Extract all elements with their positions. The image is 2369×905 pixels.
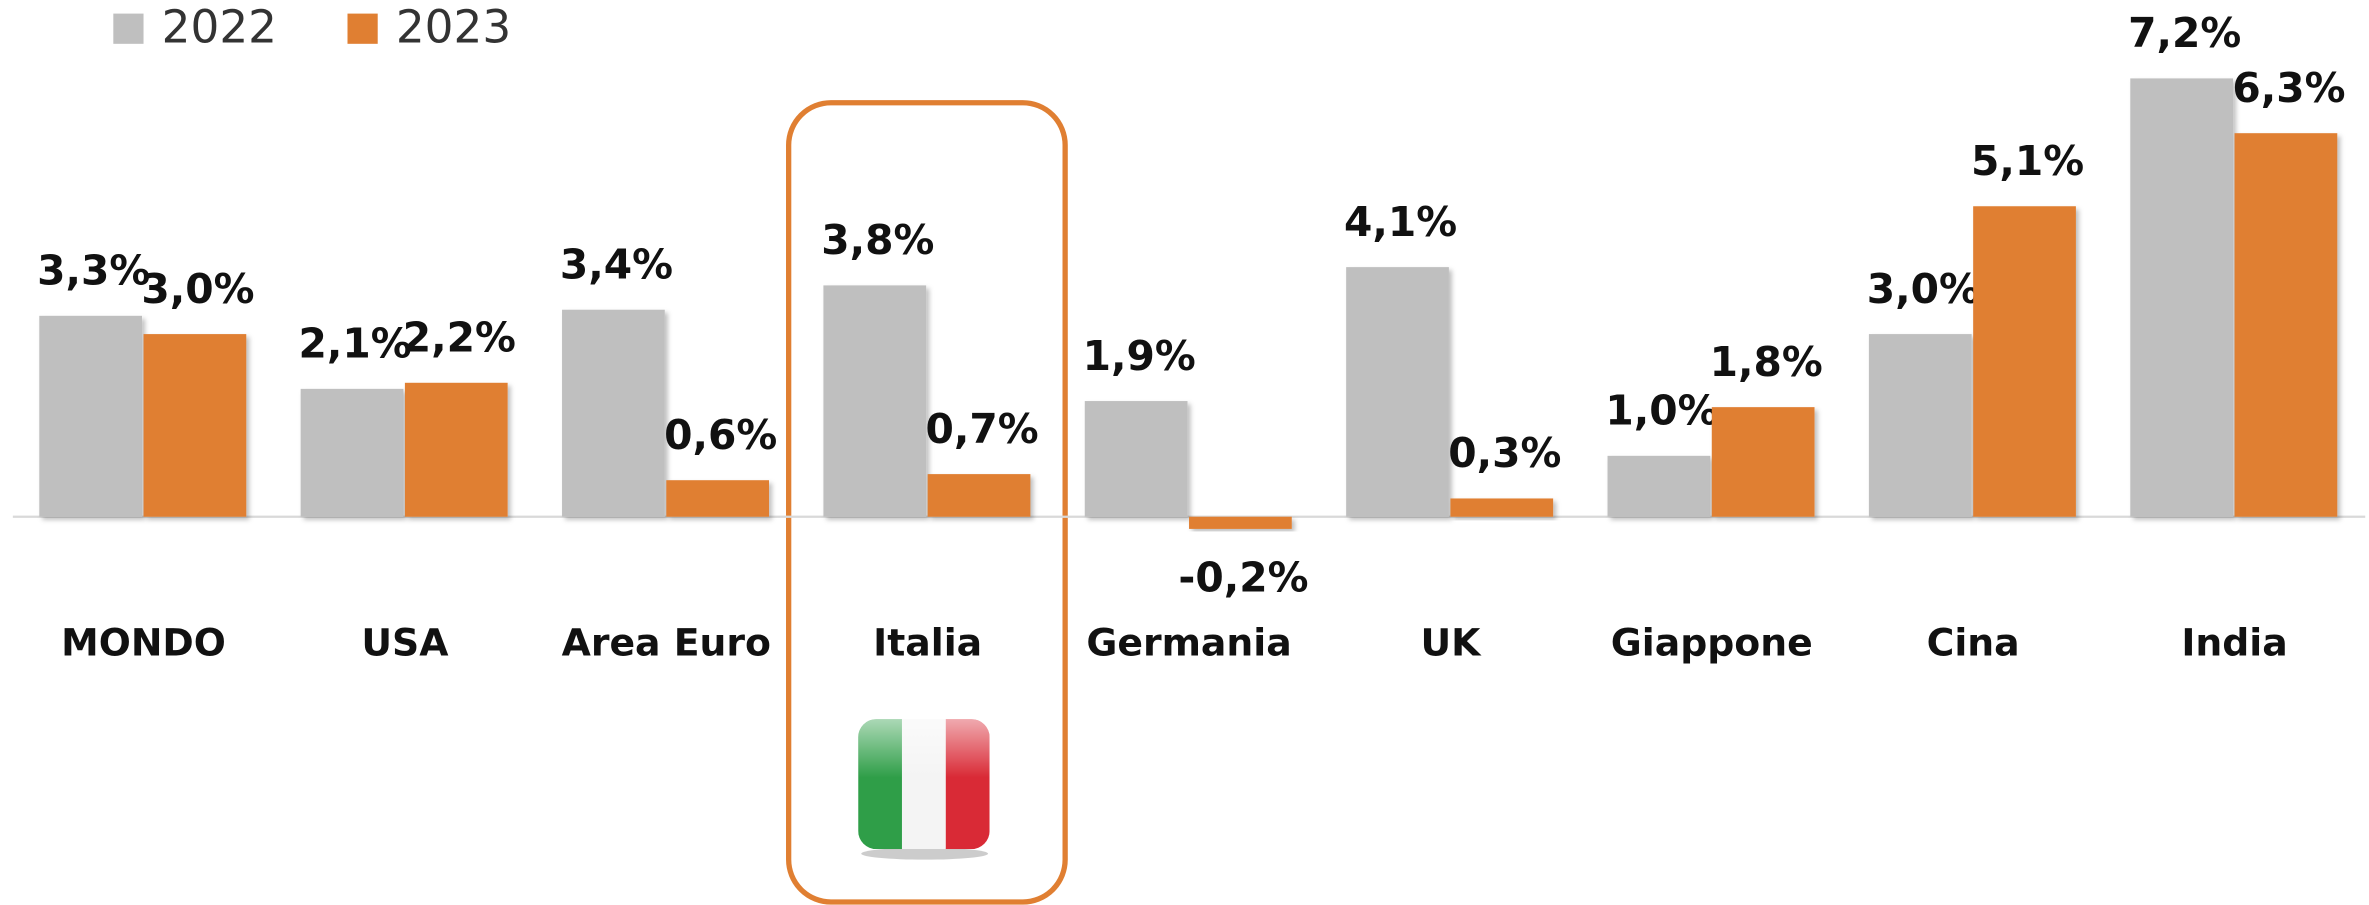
value-label: 6,3% (2232, 64, 2345, 112)
bar (300, 388, 404, 517)
highlight-box (786, 100, 1068, 905)
bar (1450, 498, 1554, 517)
legend-label: 2023 (396, 1, 511, 54)
legend: 2022 2023 (113, 1, 511, 54)
value-label: 2,2% (403, 313, 516, 361)
bar (1711, 407, 1815, 517)
bar (39, 315, 143, 517)
x-tick-label: Giappone (1611, 621, 1813, 665)
bar (562, 309, 665, 517)
bar (927, 474, 1031, 517)
legend-swatch (113, 13, 144, 44)
value-label: 5,1% (1971, 137, 2084, 185)
bar (143, 334, 247, 517)
value-label: 3,8% (821, 216, 934, 264)
x-tick-label: USA (361, 621, 449, 665)
bar (1346, 267, 1449, 517)
value-label: 0,6% (664, 411, 777, 459)
x-tick-label: Italia (873, 621, 982, 665)
italy-flag (858, 719, 990, 860)
x-tick-label: Germania (1086, 621, 1291, 665)
value-label: 2,1% (298, 320, 411, 368)
x-tick-label: Cina (1927, 621, 2020, 665)
bar (404, 382, 508, 517)
bar (2130, 78, 2234, 517)
legend-label: 2022 (162, 1, 277, 54)
x-tick-label: India (2181, 621, 2287, 665)
value-label: 1,0% (1605, 387, 1718, 435)
x-tick-label: MONDO (61, 621, 226, 665)
bar (1973, 206, 2076, 517)
value-label: 4,1% (1344, 198, 1457, 246)
value-label: 7,2% (2128, 9, 2241, 57)
value-label: 0,3% (1448, 429, 1561, 477)
bar (666, 480, 770, 517)
value-label: 3,4% (560, 240, 673, 288)
value-label: 3,0% (1867, 265, 1980, 313)
value-label: -0,2% (1178, 553, 1308, 601)
value-label: 0,7% (925, 405, 1038, 453)
bar (1084, 401, 1188, 517)
x-tick-label: UK (1420, 621, 1482, 665)
value-label: 1,8% (1710, 338, 1823, 386)
bar (1189, 516, 1292, 529)
value-label: 3,3% (37, 247, 150, 295)
value-label: 3,0% (141, 265, 254, 313)
bar (2234, 133, 2338, 517)
value-label: 1,9% (1083, 332, 1196, 380)
x-tick-label: Area Euro (562, 621, 771, 665)
legend-swatch (347, 13, 378, 44)
bar (1607, 455, 1711, 517)
bar (823, 285, 927, 517)
bar (1868, 334, 1972, 517)
